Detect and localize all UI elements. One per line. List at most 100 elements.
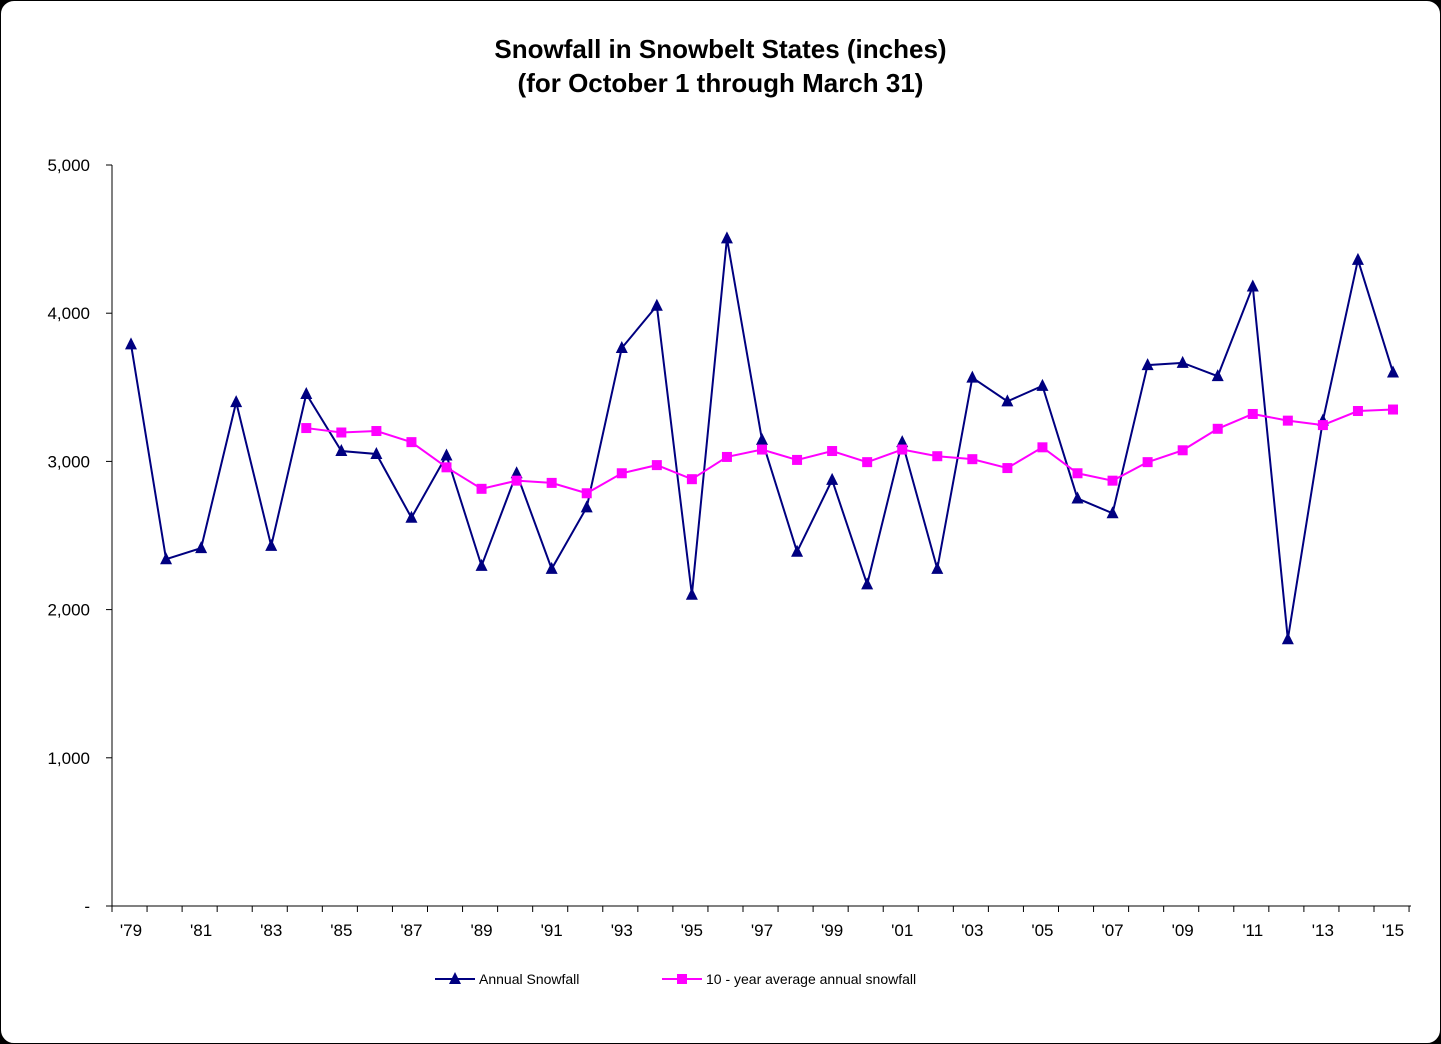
data-point-1 (1282, 415, 1293, 426)
data-point-1 (301, 423, 312, 434)
legend-label-1: 10 - year average annual snowfall (706, 971, 916, 987)
x-tick-label: '03 (961, 921, 983, 940)
legend-label-0: Annual Snowfall (479, 971, 579, 987)
data-point-1 (581, 488, 592, 499)
data-point-1 (897, 444, 908, 455)
data-point-1 (827, 446, 838, 457)
legend-marker-0 (449, 972, 461, 984)
data-point-0 (510, 466, 523, 479)
x-tick-label: '05 (1031, 921, 1053, 940)
data-point-0 (125, 337, 137, 350)
x-tick-label: '01 (891, 921, 913, 940)
x-tick-label: '09 (1172, 921, 1194, 940)
data-point-0 (1281, 632, 1294, 645)
data-point-1 (651, 460, 662, 471)
data-point-0 (195, 541, 208, 554)
data-point-0 (756, 432, 768, 445)
data-point-1 (476, 483, 487, 494)
y-tick-label: 2,000 (47, 601, 90, 620)
data-point-1 (967, 454, 978, 465)
x-tick-label: '07 (1101, 921, 1123, 940)
data-point-0 (580, 500, 593, 513)
x-tick-label: '87 (400, 921, 422, 940)
data-point-0 (1001, 394, 1014, 407)
x-tick-label: '99 (821, 921, 843, 940)
data-point-0 (1246, 279, 1259, 292)
data-point-1 (1212, 423, 1223, 434)
y-tick-label: 4,000 (47, 304, 90, 323)
data-point-1 (1037, 442, 1048, 453)
data-point-0 (791, 544, 804, 557)
data-point-0 (720, 231, 733, 244)
data-point-0 (405, 510, 418, 523)
data-point-0 (1141, 358, 1154, 371)
x-tick-label: '93 (611, 921, 633, 940)
data-point-1 (932, 451, 943, 462)
y-tick-label: - (84, 897, 90, 916)
data-point-1 (1352, 406, 1363, 417)
x-tick-label: '81 (190, 921, 212, 940)
data-point-1 (792, 454, 803, 465)
data-point-0 (370, 446, 383, 459)
data-point-0 (966, 370, 979, 383)
data-point-1 (441, 462, 452, 473)
chart-title-block: Snowfall in Snowbelt States (inches) (fo… (0, 32, 1441, 100)
data-point-1 (1072, 468, 1083, 479)
data-point-0 (685, 587, 698, 600)
data-point-0 (615, 341, 628, 354)
data-point-1 (862, 457, 873, 468)
x-tick-label: '13 (1312, 921, 1334, 940)
data-point-1 (336, 427, 347, 438)
data-point-0 (265, 538, 278, 551)
x-tick-label: '91 (541, 921, 563, 940)
data-point-0 (1071, 491, 1084, 504)
data-point-1 (371, 426, 382, 437)
data-point-1 (406, 437, 417, 448)
data-point-0 (545, 561, 558, 574)
data-point-0 (861, 577, 874, 590)
x-tick-label: '85 (330, 921, 352, 940)
data-point-0 (650, 298, 663, 311)
data-point-1 (546, 477, 557, 488)
data-point-0 (826, 472, 839, 485)
data-point-1 (511, 475, 522, 486)
x-tick-label: '79 (120, 921, 142, 940)
y-tick-label: 1,000 (47, 749, 90, 768)
data-point-1 (1388, 404, 1398, 415)
data-point-0 (1036, 378, 1049, 391)
data-point-0 (1176, 355, 1189, 368)
data-point-0 (160, 552, 173, 565)
data-point-0 (475, 558, 488, 571)
data-point-1 (1247, 408, 1258, 419)
chart-title: Snowfall in Snowbelt States (inches) (494, 34, 947, 64)
data-point-0 (1387, 365, 1399, 378)
data-point-1 (1177, 445, 1188, 456)
data-point-0 (1351, 252, 1364, 265)
chart-subtitle: (for October 1 through March 31) (517, 68, 924, 98)
data-point-0 (1106, 506, 1119, 519)
series-line-1 (306, 408, 1394, 495)
data-point-1 (1142, 457, 1153, 468)
data-point-0 (1211, 369, 1224, 382)
data-point-0 (230, 395, 243, 408)
data-point-0 (440, 448, 453, 461)
data-point-1 (1107, 475, 1118, 486)
data-point-1 (721, 451, 732, 462)
y-tick-label: 3,000 (47, 452, 90, 471)
x-tick-label: '97 (751, 921, 773, 940)
data-point-1 (1002, 463, 1013, 474)
data-point-0 (300, 386, 313, 399)
x-tick-label: '83 (260, 921, 282, 940)
x-tick-label: '89 (470, 921, 492, 940)
data-point-0 (931, 561, 944, 574)
data-point-0 (896, 435, 909, 448)
data-point-0 (335, 444, 348, 457)
legend-marker-1 (677, 974, 687, 984)
data-point-1 (616, 468, 627, 479)
x-tick-label: '15 (1382, 921, 1404, 940)
data-point-1 (757, 444, 767, 455)
x-tick-label: '11 (1242, 921, 1263, 940)
data-point-1 (686, 474, 697, 485)
